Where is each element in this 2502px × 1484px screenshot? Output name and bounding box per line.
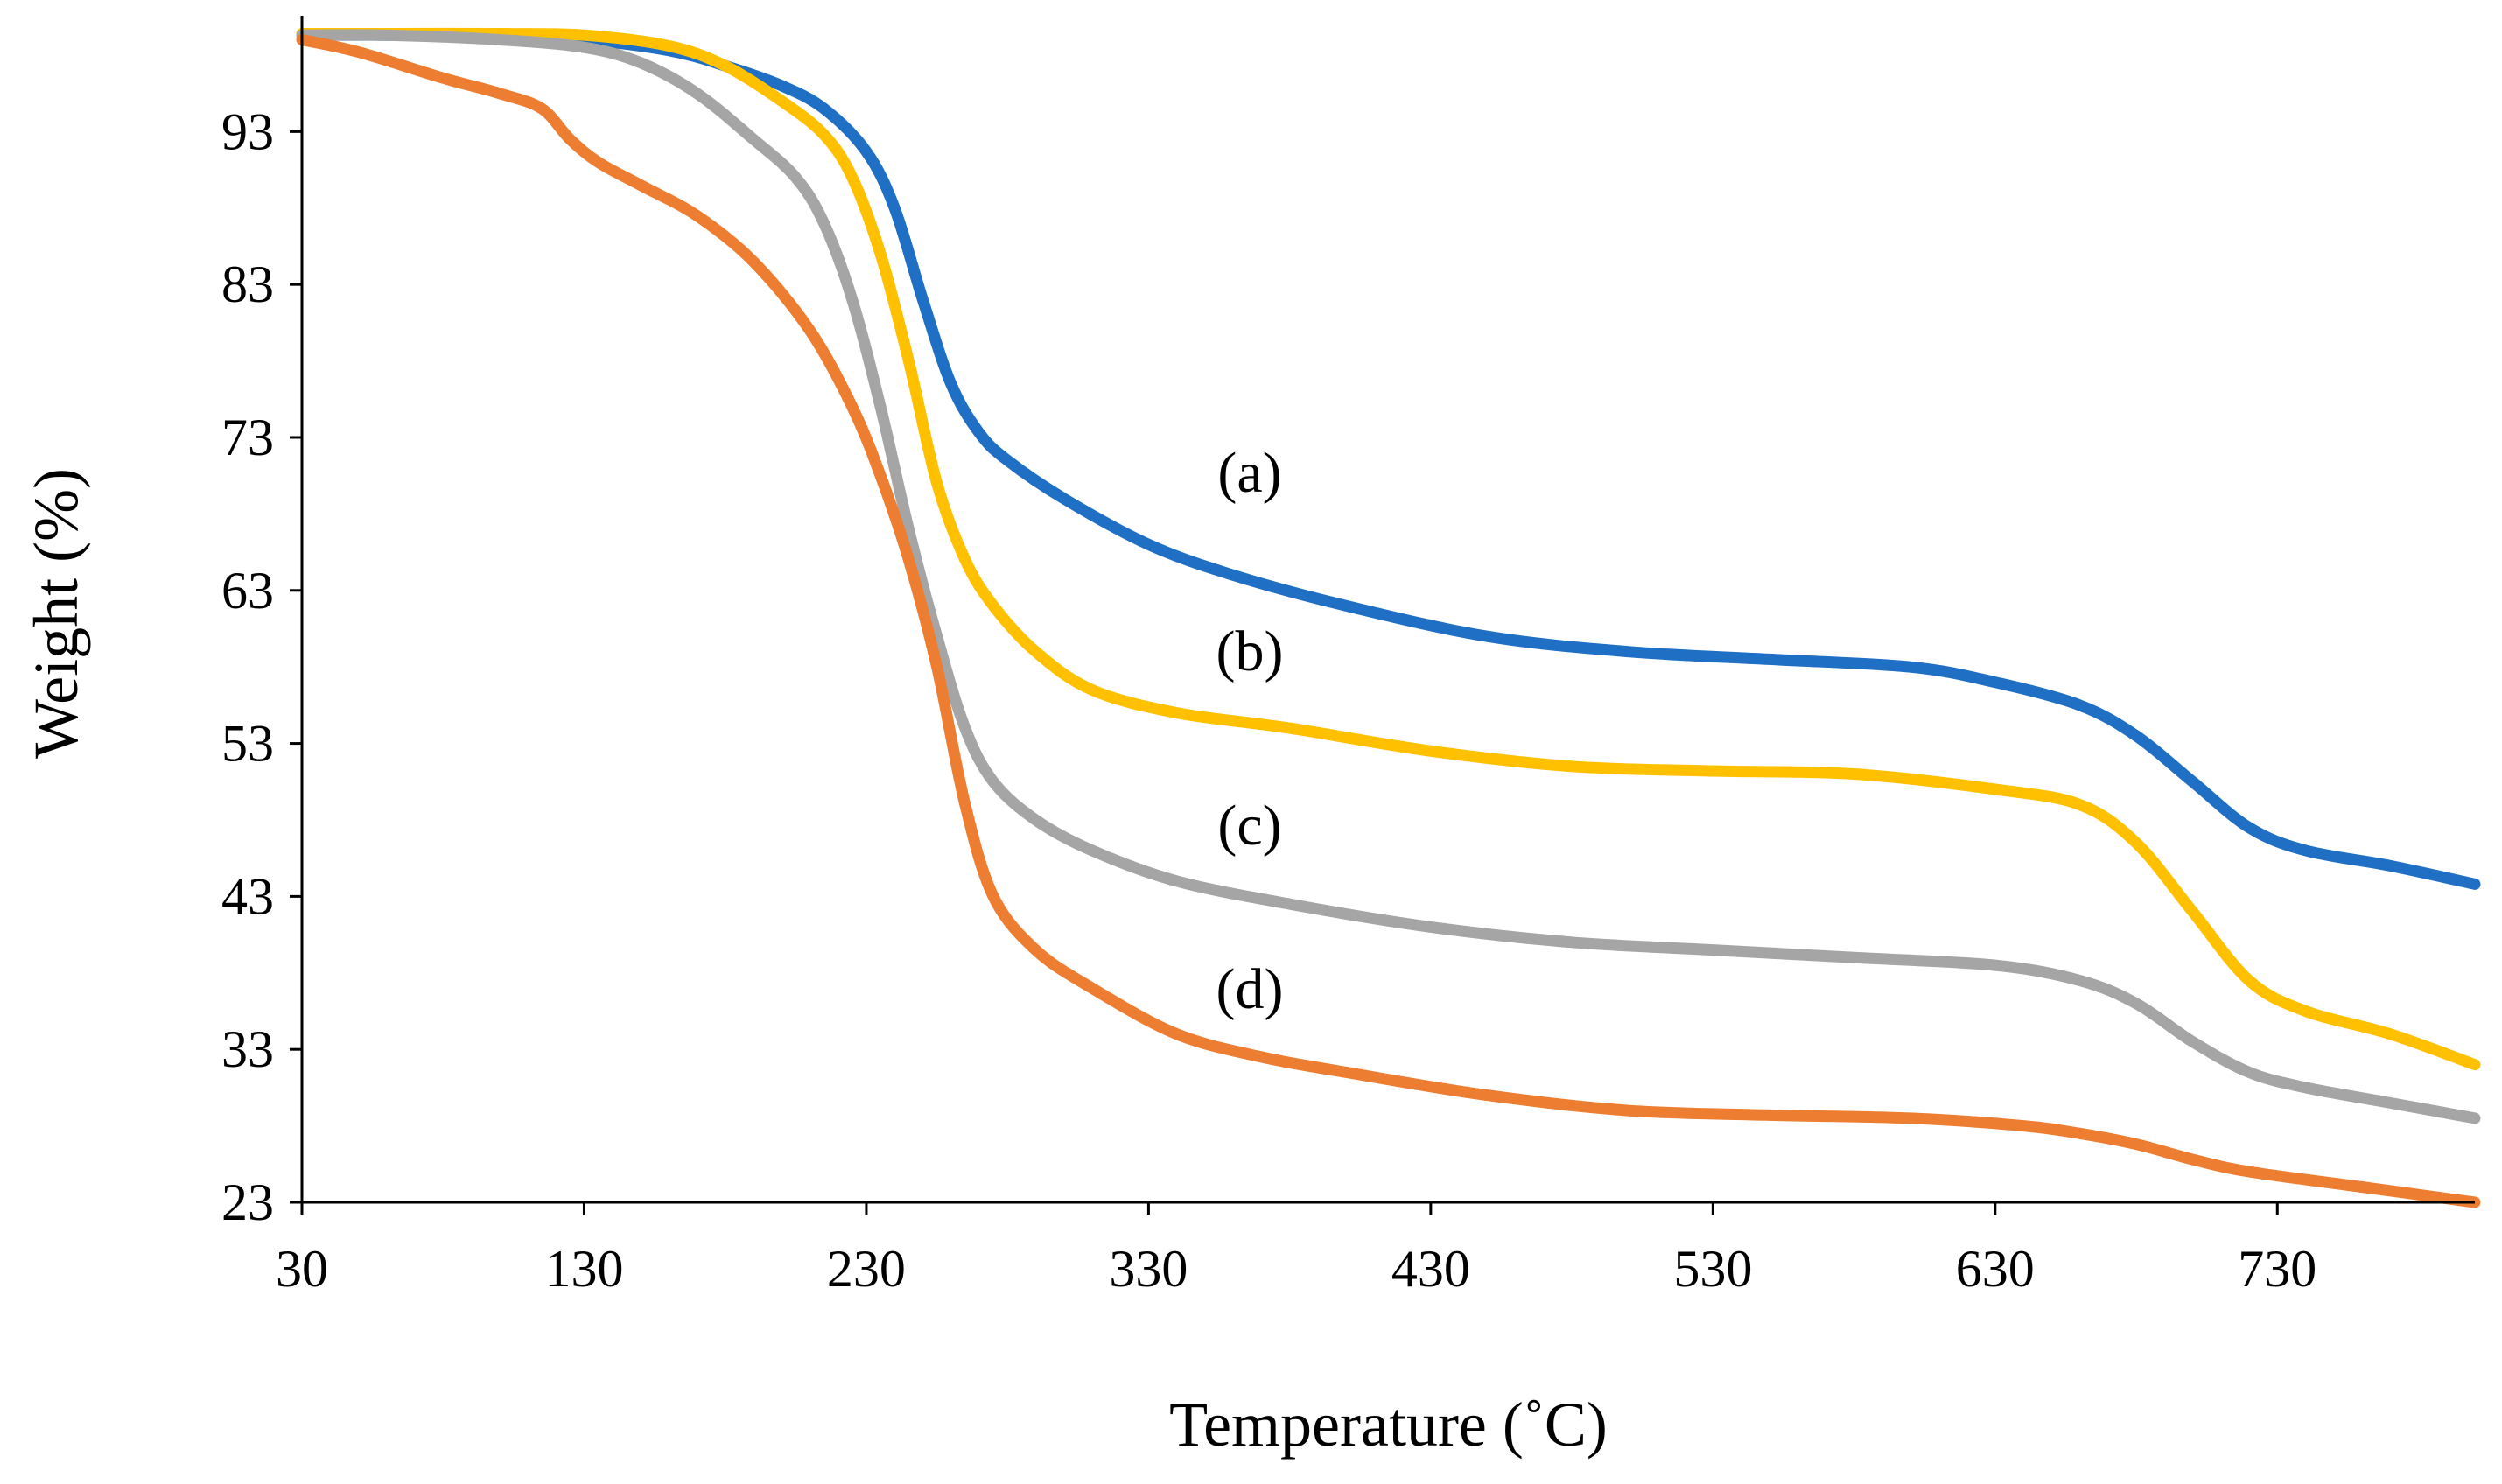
x-tick-label: 230 bbox=[827, 1240, 906, 1298]
axes-layer: 23 33 43 53 63 73 83 93 30 130 230 330 430 530 630 730 bbox=[221, 16, 2475, 1298]
series-layer bbox=[296, 27, 2481, 1208]
x-tick-label: 130 bbox=[544, 1240, 623, 1298]
y-tick-label: 83 bbox=[221, 256, 274, 313]
series-line-c bbox=[296, 29, 2481, 1124]
x-tick-label: 630 bbox=[1956, 1240, 2035, 1298]
series-line-d bbox=[296, 34, 2481, 1208]
series-label-c: (c) bbox=[1217, 794, 1281, 858]
x-tick-label: 30 bbox=[276, 1240, 328, 1298]
x-tick-label: 530 bbox=[1673, 1240, 1752, 1298]
y-tick-label: 43 bbox=[221, 867, 274, 925]
y-axis-title: Weight (%) bbox=[21, 468, 91, 759]
series-label-b: (b) bbox=[1216, 620, 1284, 683]
y-tick-label: 73 bbox=[221, 409, 274, 466]
y-tick-label: 33 bbox=[221, 1020, 274, 1078]
y-tick-label: 53 bbox=[221, 715, 274, 773]
series-line-b bbox=[296, 27, 2481, 1071]
x-tick-label: 730 bbox=[2238, 1240, 2316, 1298]
y-tick-label: 93 bbox=[221, 102, 274, 160]
x-tick-label: 430 bbox=[1391, 1240, 1470, 1298]
y-tick-label: 23 bbox=[221, 1173, 274, 1231]
series-label-d: (d) bbox=[1216, 957, 1284, 1021]
x-axis-title: Temperature (˚C) bbox=[1169, 1390, 1608, 1460]
y-tick-label: 63 bbox=[221, 562, 274, 620]
x-tick-label: 330 bbox=[1109, 1240, 1188, 1298]
series-label-a: (a) bbox=[1217, 441, 1281, 505]
series-line-a bbox=[296, 29, 2481, 890]
labels-layer: Temperature (˚C) Weight (%) (a) (b) (c) (d) bbox=[21, 441, 1608, 1460]
